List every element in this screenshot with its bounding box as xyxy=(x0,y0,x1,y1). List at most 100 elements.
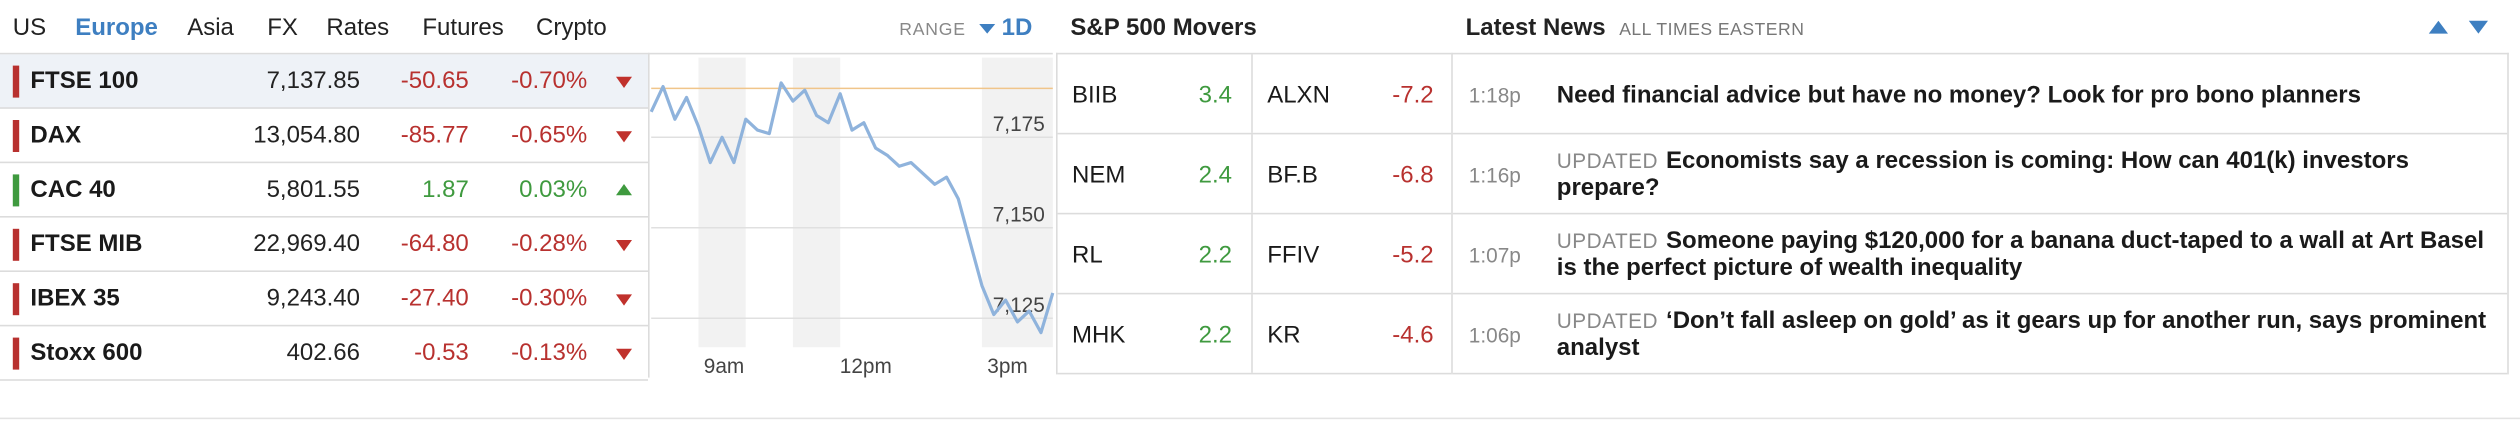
gainer-value: 3.4 xyxy=(1198,81,1232,109)
gainer-value: 2.2 xyxy=(1198,241,1232,269)
index-percent: -0.30% xyxy=(511,284,588,312)
gainer-symbol[interactable]: RL xyxy=(1072,241,1103,269)
index-row[interactable]: FTSE MIB 22,969.40 -64.80 -0.28% xyxy=(0,218,648,272)
index-name: Stoxx 600 xyxy=(30,339,143,367)
index-change: -0.53 xyxy=(414,339,469,367)
news-list: 1:18p Need financial advice but have no m… xyxy=(1451,52,2509,375)
loser-value: -7.2 xyxy=(1392,81,1434,109)
hour-band xyxy=(792,57,841,348)
index-row[interactable]: CAC 40 5,801.55 1.87 0.03% xyxy=(0,163,648,218)
scroll-down-icon[interactable] xyxy=(2468,20,2488,34)
mover-row: MHK 2.2 KR -4.6 xyxy=(1057,294,1452,375)
divider xyxy=(0,417,2520,420)
x-tick-label: 12pm xyxy=(840,355,892,378)
tab-futures[interactable]: Futures xyxy=(422,14,504,42)
news-time: 1:06p xyxy=(1468,323,1521,348)
index-last: 402.66 xyxy=(286,339,360,367)
direction-bar xyxy=(12,228,20,261)
index-name: CAC 40 xyxy=(30,176,116,204)
gainer-symbol[interactable]: NEM xyxy=(1072,161,1126,189)
loser-symbol[interactable]: BF.B xyxy=(1267,161,1318,189)
news-item: 1:07p UPDATED Someone paying $120,000 for … xyxy=(1452,214,2508,295)
y-tick-label: 7,175 xyxy=(993,113,1045,136)
movers-title: S&P 500 Movers xyxy=(1070,14,1257,42)
index-last: 5,801.55 xyxy=(266,176,360,204)
index-row[interactable]: DAX 13,054.80 -85.77 -0.65% xyxy=(0,109,648,164)
updated-badge: UPDATED xyxy=(1556,308,1659,333)
index-last: 22,969.40 xyxy=(253,230,360,258)
index-percent: -0.65% xyxy=(511,121,588,149)
updated-badge: UPDATED xyxy=(1556,148,1659,173)
arrow-down-icon xyxy=(616,294,632,306)
arrow-down-icon xyxy=(616,348,632,360)
movers-table: BIIB 3.4 ALXN -7.2 NEM 2.4 BF.B -6.8 RL 2.2 FFIV -5… xyxy=(1056,52,1452,375)
loser-symbol[interactable]: FFIV xyxy=(1267,241,1320,269)
hour-band xyxy=(981,57,1053,348)
index-percent: -0.13% xyxy=(511,339,588,367)
gainer-symbol[interactable]: BIIB xyxy=(1072,81,1118,109)
range-dropdown-icon[interactable] xyxy=(979,24,996,34)
markets-panel: US Europe Asia FX Rates Futures Crypto R… xyxy=(0,0,1056,381)
index-last: 13,054.80 xyxy=(253,121,360,149)
mover-row: NEM 2.4 BF.B -6.8 xyxy=(1057,134,1452,215)
series-line xyxy=(649,81,1055,335)
scroll-up-icon[interactable] xyxy=(2428,20,2448,34)
tab-crypto[interactable]: Crypto xyxy=(536,14,607,42)
news-link[interactable]: UPDATED Someone paying $120,000 for a ban… xyxy=(1557,227,2501,281)
news-headline: ‘Don’t fall asleep on gold’ as it gears … xyxy=(1556,307,2487,362)
news-link[interactable]: Need financial advice but have no money?… xyxy=(1557,82,2501,109)
loser-symbol[interactable]: KR xyxy=(1267,321,1301,349)
index-percent: -0.70% xyxy=(511,67,588,95)
index-change: -50.65 xyxy=(400,67,469,95)
x-tick-label: 9am xyxy=(704,355,744,378)
tab-us[interactable]: US xyxy=(12,14,47,42)
news-headline: Economists say a recession is coming: Ho… xyxy=(1556,147,2409,202)
news-item: 1:16p UPDATED Economists say a recession i… xyxy=(1452,134,2508,215)
loser-value: -4.6 xyxy=(1392,321,1434,349)
index-row[interactable]: Stoxx 600 402.66 -0.53 -0.13% xyxy=(0,326,648,381)
gainer-symbol[interactable]: MHK xyxy=(1072,321,1126,349)
news-headline: Need financial advice but have no money?… xyxy=(1556,81,2361,109)
news-timezone: ALL TIMES EASTERN xyxy=(1619,20,1805,40)
news-time: 1:16p xyxy=(1468,163,1521,188)
direction-bar xyxy=(12,337,20,370)
movers-panel: S&P 500 Movers BIIB 3.4 ALXN -7.2 NEM 2.4 BF.B… xyxy=(1056,0,1452,378)
range-label: RANGE xyxy=(899,20,966,40)
tab-rates[interactable]: Rates xyxy=(326,14,390,42)
news-item: 1:06p UPDATED ‘Don’t fall asleep on gold’ … xyxy=(1452,294,2508,375)
news-time: 1:07p xyxy=(1468,243,1521,268)
news-link[interactable]: UPDATED ‘Don’t fall asleep on gold’ as it… xyxy=(1557,307,2501,361)
range-selector[interactable]: 1D xyxy=(1001,14,1033,42)
index-change: 1.87 xyxy=(422,176,469,204)
tab-europe[interactable]: Europe xyxy=(75,14,158,42)
index-row[interactable]: FTSE 100 7,137.85 -50.65 -0.70% xyxy=(0,54,648,109)
market-tabs: US Europe Asia FX Rates Futures Crypto R… xyxy=(0,0,1056,54)
column-divider xyxy=(1251,54,1253,133)
direction-bar xyxy=(12,65,20,98)
loser-symbol[interactable]: ALXN xyxy=(1267,81,1330,109)
arrow-down-icon xyxy=(616,131,632,143)
index-change: -64.80 xyxy=(400,230,469,258)
index-last: 7,137.85 xyxy=(266,67,360,95)
tab-asia[interactable]: Asia xyxy=(187,14,234,42)
index-name: DAX xyxy=(30,121,82,149)
arrow-down-icon xyxy=(616,76,632,88)
gainer-value: 2.2 xyxy=(1198,321,1232,349)
hour-band xyxy=(698,57,746,348)
tab-fx[interactable]: FX xyxy=(267,14,298,42)
index-name: IBEX 35 xyxy=(30,284,120,312)
news-time: 1:18p xyxy=(1468,83,1521,108)
column-divider xyxy=(1251,134,1253,213)
index-last: 9,243.40 xyxy=(266,284,360,312)
arrow-up-icon xyxy=(616,184,632,196)
loser-value: -5.2 xyxy=(1392,241,1434,269)
y-tick-label: 7,150 xyxy=(993,203,1045,226)
direction-bar xyxy=(12,120,20,152)
index-change: -27.40 xyxy=(400,284,469,312)
news-link[interactable]: UPDATED Economists say a recession is com… xyxy=(1557,147,2501,201)
index-percent: -0.28% xyxy=(511,230,588,258)
index-change: -85.77 xyxy=(400,121,469,149)
index-row[interactable]: IBEX 35 9,243.40 -27.40 -0.30% xyxy=(0,272,648,327)
updated-badge: UPDATED xyxy=(1556,228,1659,253)
